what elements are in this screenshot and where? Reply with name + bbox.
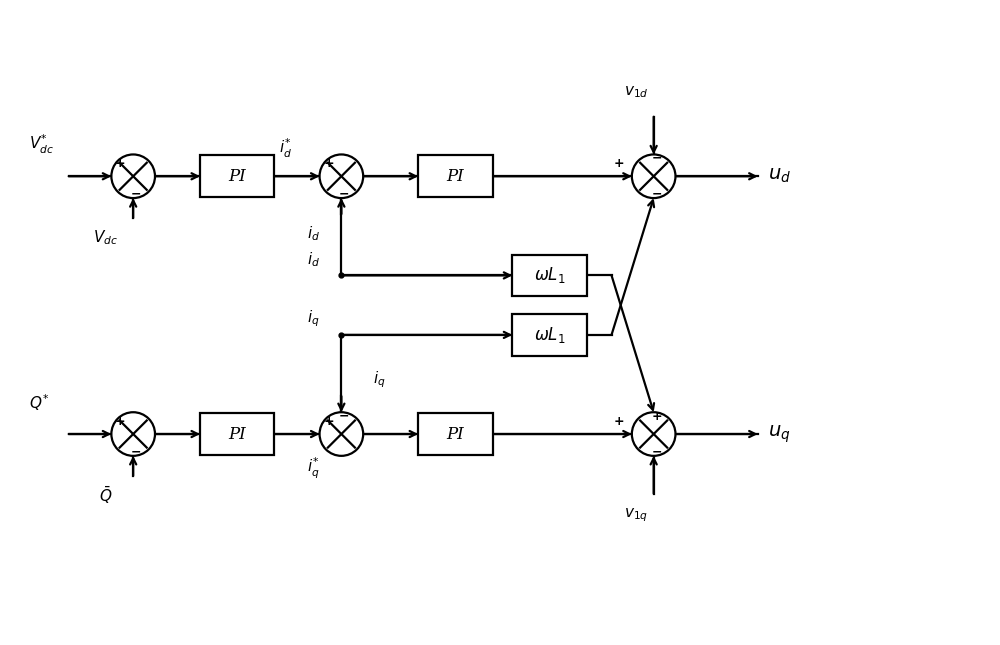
Circle shape [632, 412, 675, 456]
Circle shape [111, 412, 155, 456]
Text: $v_{1q}$: $v_{1q}$ [624, 506, 648, 524]
Text: $\omega L_1$: $\omega L_1$ [534, 265, 565, 285]
Text: $i_d$: $i_d$ [307, 250, 320, 269]
FancyBboxPatch shape [200, 155, 274, 197]
Text: −: − [339, 410, 350, 422]
Circle shape [320, 412, 363, 456]
FancyBboxPatch shape [512, 255, 587, 296]
Text: $i_d$: $i_d$ [307, 224, 320, 243]
Circle shape [320, 154, 363, 198]
Text: PI: PI [447, 426, 464, 442]
FancyBboxPatch shape [418, 413, 493, 455]
Text: +: + [323, 415, 334, 428]
Text: +: + [115, 157, 126, 170]
Text: $i_d^{*}$: $i_d^{*}$ [279, 137, 292, 160]
Text: PI: PI [228, 426, 246, 442]
Text: −: − [651, 152, 662, 165]
Text: +: + [614, 415, 624, 428]
Text: $i_q$: $i_q$ [373, 369, 386, 390]
Text: $\omega L_1$: $\omega L_1$ [534, 325, 565, 345]
Text: $v_{1d}$: $v_{1d}$ [624, 84, 648, 100]
Text: $u_d$: $u_d$ [768, 167, 791, 185]
FancyBboxPatch shape [200, 413, 274, 455]
Text: −: − [131, 188, 141, 201]
FancyBboxPatch shape [512, 314, 587, 355]
Text: −: − [339, 188, 350, 201]
FancyBboxPatch shape [418, 155, 493, 197]
Text: PI: PI [228, 168, 246, 184]
Text: $\bar{Q}$: $\bar{Q}$ [99, 485, 112, 506]
Text: −: − [131, 446, 141, 459]
Text: +: + [614, 157, 624, 170]
Text: +: + [323, 157, 334, 170]
Text: PI: PI [447, 168, 464, 184]
Circle shape [111, 154, 155, 198]
Text: $Q^{*}$: $Q^{*}$ [29, 392, 49, 413]
Text: $i_q^{*}$: $i_q^{*}$ [307, 456, 320, 481]
Text: +: + [115, 415, 126, 428]
Text: $u_q$: $u_q$ [768, 423, 790, 445]
Text: −: − [651, 446, 662, 459]
Text: $V_{dc}^{*}$: $V_{dc}^{*}$ [29, 133, 54, 156]
Text: $i_q$: $i_q$ [307, 309, 320, 330]
Text: +: + [651, 410, 662, 422]
Text: −: − [651, 188, 662, 201]
Text: $V_{dc}$: $V_{dc}$ [93, 228, 118, 247]
Circle shape [632, 154, 675, 198]
